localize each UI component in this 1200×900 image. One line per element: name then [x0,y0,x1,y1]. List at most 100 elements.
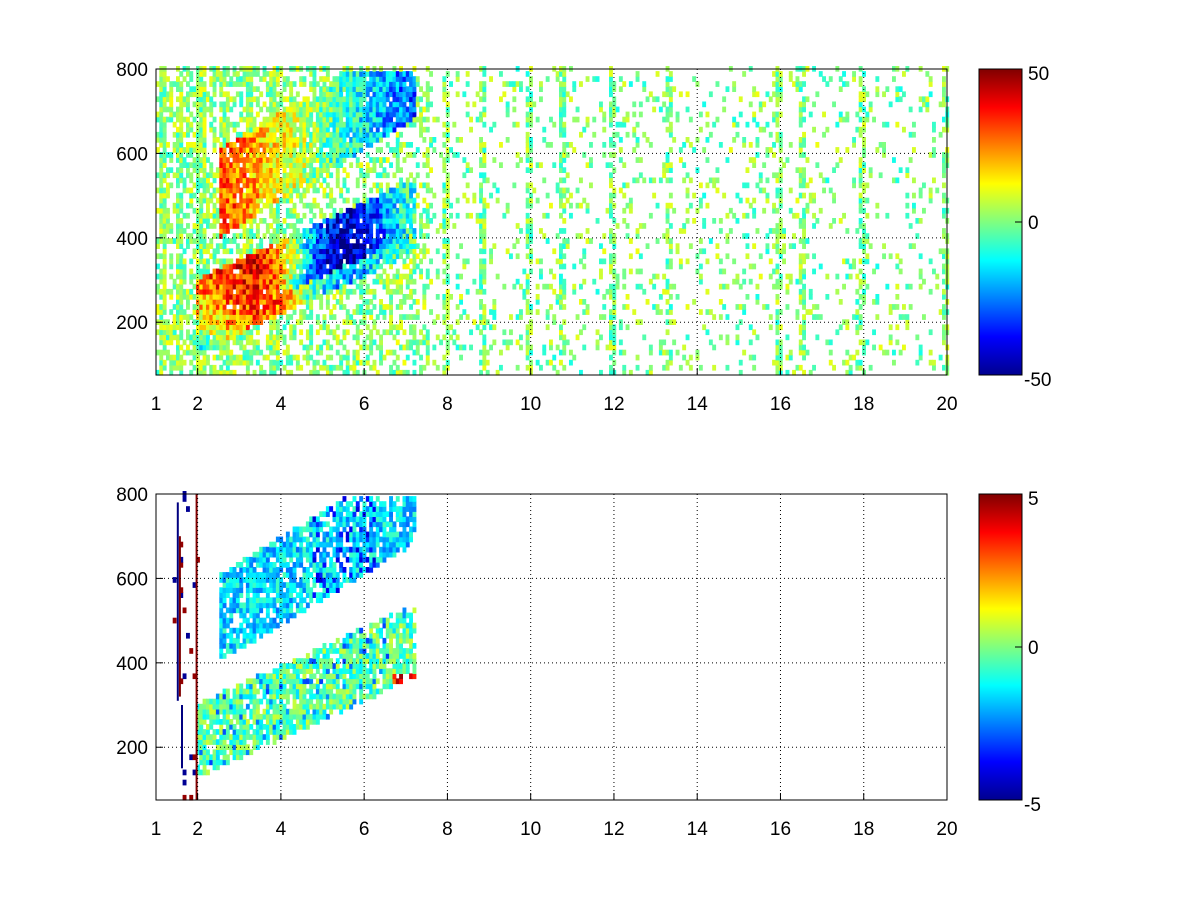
heatmap-cell [675,111,680,118]
heatmap-cell [305,131,310,138]
heatmap-cell [202,192,207,199]
heatmap-cell [229,152,234,158]
heatmap-cell [459,137,463,143]
heatmap-cell [372,167,377,173]
heatmap-cell [499,96,503,103]
heatmap-cell [332,137,337,143]
heatmap-cell [159,324,164,331]
heatmap-cell [259,248,264,255]
heatmap-cell [798,111,803,118]
heatmap-cell [186,172,190,179]
heatmap-cell [279,177,284,184]
heatmap-cell [475,288,480,295]
heatmap-cell [698,364,703,371]
heatmap-cell [369,309,374,315]
heatmap-cell [572,116,577,123]
heatmap-cell [405,86,410,92]
heatmap-cell [775,278,780,285]
heatmap-cell [372,71,377,77]
heatmap-cell [245,309,250,315]
heatmap-cell [249,273,254,280]
heatmap-cell [412,177,417,184]
heatmap-cell [425,268,430,275]
heatmap-cell [292,354,297,361]
heatmap-cell [176,283,180,290]
heatmap-cell [828,187,833,194]
heatmap-cell [415,349,420,356]
heatmap-cell [852,71,856,77]
heatmap-cell [379,187,383,194]
heatmap-cell [499,142,503,148]
heatmap-cell [186,202,190,209]
heatmap-cell [325,288,330,295]
heatmap-cell [176,314,180,320]
heatmap-cell [332,243,337,249]
heatmap-cell [565,91,570,98]
heatmap-cell [775,268,780,275]
heatmap-cell [219,172,224,179]
heatmap-cell [192,283,197,290]
heatmap-cell [349,243,354,249]
heatmap-cell [196,263,200,270]
heatmap-cell [202,137,207,143]
heatmap-cell [622,207,627,214]
heatmap-cell [389,278,393,285]
heatmap-cell [162,177,167,184]
heatmap-cell [229,319,234,325]
heatmap-cell [169,324,174,331]
heatmap-cell [808,192,813,199]
heatmap-cell [838,76,843,82]
heatmap-cell [379,116,383,123]
heatmap-cell [249,238,254,244]
heatmap-cell [339,268,344,275]
heatmap-cell [382,354,387,361]
heatmap-cell [835,147,840,153]
heatmap-cell [369,329,374,336]
heatmap-cell [648,349,653,356]
heatmap-cell [202,233,207,239]
heatmap-cell [229,197,234,204]
heatmap-cell [269,324,274,331]
heatmap-cell [166,142,170,148]
heatmap-cell [369,187,374,194]
heatmap-cell [179,309,184,315]
heatmap-cell [255,233,260,239]
heatmap-cell [262,182,267,189]
heatmap-cell [196,248,200,255]
heatmap-cell [762,162,767,168]
heatmap-cell [479,278,483,285]
heatmap-cell [668,258,673,265]
heatmap-cell [545,324,550,331]
heatmap-cell [339,96,344,103]
heatmap-cell [385,253,390,260]
heatmap-cell [269,142,274,148]
heatmap-cell [442,354,447,361]
heatmap-cell [309,253,314,260]
heatmap-cell [399,167,403,173]
heatmap-cell [355,131,360,138]
heatmap-cell [672,207,677,214]
heatmap-cell [179,121,184,128]
heatmap-cell [159,197,164,204]
heatmap-cell [612,131,617,138]
heatmap-cell [732,86,737,92]
heatmap-cell [395,218,400,224]
heatmap-cell [159,273,164,280]
heatmap-cell [235,263,240,270]
heatmap-cell [289,273,294,280]
heatmap-cell [355,359,360,366]
heatmap-cell [385,76,390,82]
heatmap-cell [715,116,720,123]
heatmap-cell [305,258,310,265]
heatmap-cell [269,268,274,275]
heatmap-cell [332,329,337,336]
heatmap-cell [186,329,190,336]
heatmap-cell [402,106,407,113]
heatmap-cell [262,263,267,270]
heatmap-cell [262,218,267,224]
heatmap-cell [852,177,856,184]
heatmap-cell [768,131,773,138]
heatmap-cell [405,238,410,244]
heatmap-cell [748,101,753,108]
heatmap-cell [372,243,377,249]
